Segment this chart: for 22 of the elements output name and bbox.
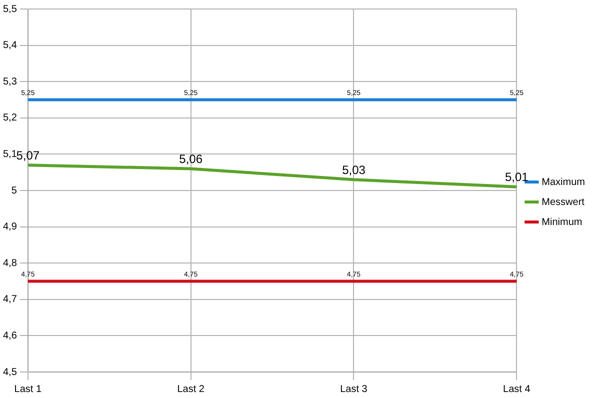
data-label: 5,06	[179, 152, 203, 166]
legend-label: Minimum	[542, 216, 582, 228]
y-tick-label: 5,1	[2, 148, 18, 160]
y-tick-label: 4,6	[2, 330, 18, 342]
y-tick-label: 4,7	[2, 294, 18, 306]
y-tick-label: 5,2	[2, 112, 18, 124]
legend-label: Messwert	[542, 196, 585, 208]
x-tick-label: Last 4	[503, 384, 531, 395]
x-tick-label: Last 1	[14, 384, 42, 395]
y-tick-label: 4,9	[2, 222, 18, 233]
y-tick-label: 5,4	[2, 40, 18, 52]
data-label: 5,01	[504, 170, 529, 184]
x-tick-label: Last 2	[177, 384, 205, 395]
y-tick-label: 5	[11, 185, 18, 196]
y-tick-label: 4,5	[2, 366, 18, 378]
y-tick-label: 5,3	[2, 76, 18, 88]
y-tick-label: 4,8	[2, 258, 18, 269]
x-tick-label: Last 3	[340, 384, 368, 395]
legend-label: Maximum	[542, 176, 586, 188]
data-label: 5,07	[16, 148, 40, 162]
y-tick-label: 5,5	[2, 4, 18, 15]
data-label: 5,03	[342, 162, 366, 177]
